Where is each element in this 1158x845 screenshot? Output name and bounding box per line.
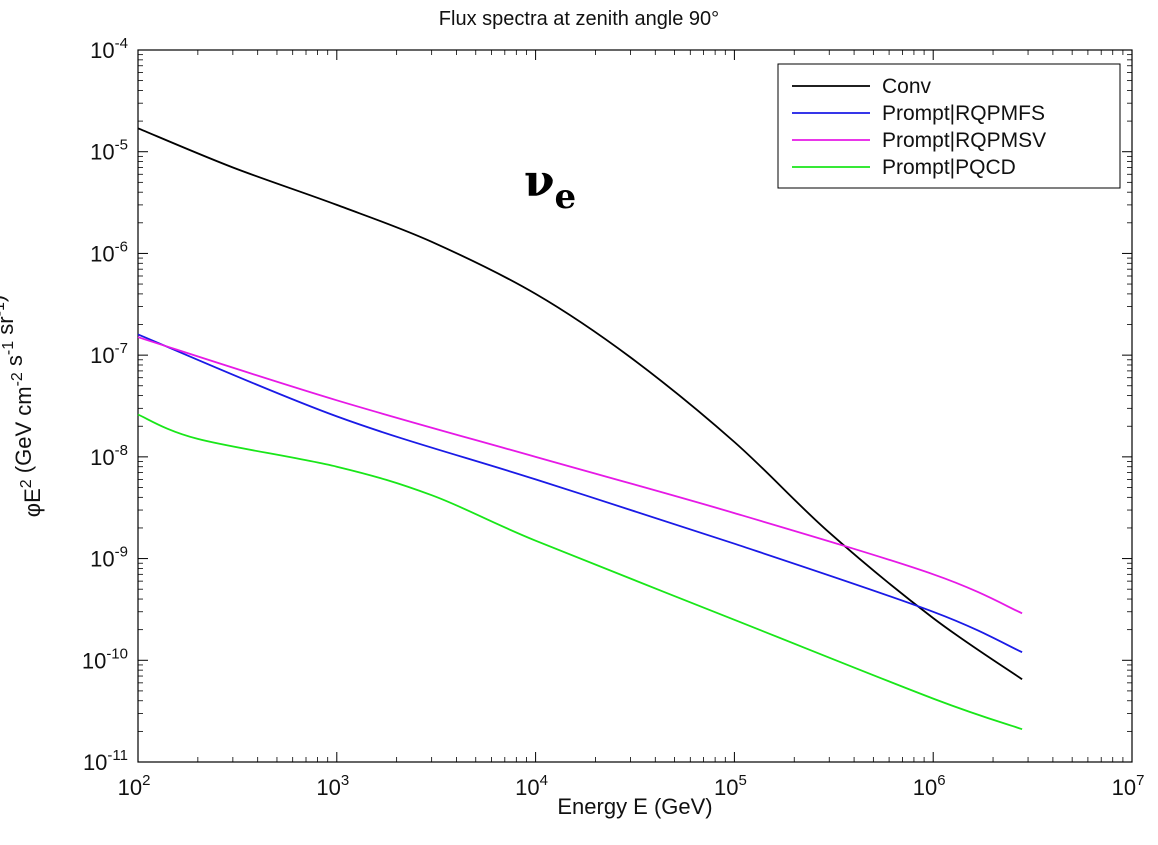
y-tick-label: 10-4 bbox=[90, 35, 128, 63]
series-layer bbox=[137, 127, 1023, 731]
y-tick-label: 10-10 bbox=[82, 645, 128, 673]
axis-labels: Energy E (GeV) φE2 (GeV cm-2 s-1 sr-1) bbox=[0, 295, 713, 819]
x-axis-label: Energy E (GeV) bbox=[557, 794, 712, 819]
legend-entry-label: Prompt|RQPMFS bbox=[882, 102, 1045, 125]
x-tick-label: 103 bbox=[316, 772, 349, 800]
legend-entry-label: Prompt|RQPMSV bbox=[882, 129, 1046, 152]
y-tick-label: 10-7 bbox=[90, 340, 128, 368]
plot-frame bbox=[137, 49, 1133, 763]
y-tick-label: 10-5 bbox=[90, 137, 128, 165]
nu-symbol: νe bbox=[524, 156, 576, 217]
series-line-prompt-rqpmfs bbox=[137, 333, 1023, 654]
series-line-prompt-rqpmsv bbox=[137, 336, 1023, 615]
chart-title: Flux spectra at zenith angle 90° bbox=[438, 8, 720, 30]
x-tick-label: 102 bbox=[118, 772, 151, 800]
y-tick-label: 10-6 bbox=[90, 238, 128, 266]
series-line-conv bbox=[137, 127, 1023, 681]
legend: Conv Prompt|RQPMFS Prompt|RQPMSV Prompt|PQC… bbox=[777, 63, 1121, 189]
y-tick-label: 10-11 bbox=[83, 747, 128, 775]
x-tick-label: 106 bbox=[913, 772, 946, 800]
x-tick-label: 107 bbox=[1112, 772, 1145, 800]
y-tick-label: 10-9 bbox=[90, 544, 128, 572]
x-tick-label: 105 bbox=[714, 772, 747, 800]
x-tick-label: 104 bbox=[515, 772, 548, 800]
y-tick-label: 10-8 bbox=[90, 442, 128, 470]
legend-entry-label: Prompt|PQCD bbox=[882, 156, 1016, 179]
plot-axes: 102 103 104 105 106 107 10-11 10-10 10-9 10-8 10-7… bbox=[82, 35, 1145, 800]
legend-entry-label: Conv bbox=[882, 75, 932, 98]
nu-e-annotation: νe bbox=[524, 156, 576, 217]
series-line-prompt-pqcd bbox=[137, 413, 1023, 731]
y-axis-label: φE2 (GeV cm-2 s-1 sr-1) bbox=[0, 295, 45, 517]
